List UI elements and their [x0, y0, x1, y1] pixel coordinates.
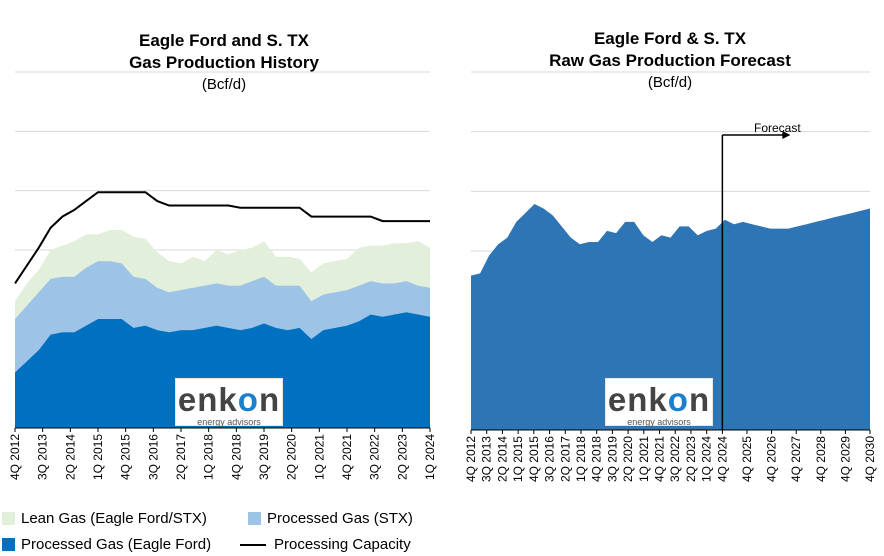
right-chart-title-line1: Eagle Ford & S. TX	[593, 29, 747, 48]
right-x-tick-label: 2Q 2020	[621, 436, 635, 482]
legend-capacity-label: Processing Capacity	[274, 536, 411, 553]
legend-processed-ef-label: Processed Gas (Eagle Ford)	[21, 536, 212, 553]
legend-processed-stx: Processed Gas (STX)	[248, 510, 413, 527]
right-x-tick-label: 4Q 2012	[464, 436, 478, 482]
right-chart-title-line2: Raw Gas Production Forecast	[549, 51, 791, 70]
right-x-tick-label: 4Q 2026	[765, 436, 779, 482]
legend-lean-gas-label: Lean Gas (Eagle Ford/STX)	[21, 510, 207, 527]
left-x-tick-label: 2Q 2023	[395, 434, 409, 480]
legend-capacity: Processing Capacity	[240, 536, 411, 553]
left-chart-subtitle: (Bcf/d)	[201, 76, 247, 93]
legend-processed-ef: Processed Gas (Eagle Ford)	[2, 536, 211, 553]
left-x-tick-label: 4Q 2015	[119, 434, 133, 480]
left-x-tick-label: 3Q 2019	[257, 434, 271, 480]
forecast-arrow-head	[782, 131, 791, 139]
raw-gas-production-area	[471, 204, 870, 430]
right-x-tick-label: 1Q 2024	[700, 436, 714, 482]
lean-gas-area	[15, 230, 430, 319]
processed-ef-swatch	[2, 538, 15, 551]
left-x-tick-label: 1Q 2015	[91, 434, 105, 480]
processed-stx-area	[15, 261, 430, 373]
left-x-tick-label: 2Q 2014	[63, 434, 77, 480]
right-x-tick-label: 4Q 2027	[789, 436, 803, 482]
right-x-tick-label: 1Q 2021	[637, 436, 651, 482]
right-x-tick-label: 1Q 2015	[511, 436, 525, 482]
right-x-tick-label: 1Q 2018	[574, 436, 588, 482]
forecast-label: Forecast	[754, 121, 801, 135]
left-x-tick-label: 1Q 2021	[312, 434, 326, 480]
right-chart-subtitle: (Bcf/d)	[647, 74, 693, 91]
left-x-tick-label: 1Q 2018	[202, 434, 216, 480]
right-x-tick-label: 4Q 2029	[838, 436, 852, 482]
left-x-tick-label: 4Q 2012	[8, 434, 22, 480]
processed-ef-area	[15, 312, 430, 428]
left-x-tick-label: 2Q 2020	[285, 434, 299, 480]
legend-processed-stx-label: Processed Gas (STX)	[267, 510, 413, 527]
legend-lean-gas: Lean Gas (Eagle Ford/STX)	[2, 510, 207, 527]
right-x-tick-label: 3Q 2022	[668, 436, 682, 482]
right-x-tick-label: 4Q 2025	[740, 436, 754, 482]
left-x-tick-label: 4Q 2018	[229, 434, 243, 480]
right-x-tick-label: 4Q 2028	[814, 436, 828, 482]
left-x-tick-label: 3Q 2022	[368, 434, 382, 480]
left-x-tick-label: 3Q 2016	[146, 434, 160, 480]
left-chart-title-line1: Eagle Ford and S. TX	[138, 31, 310, 50]
right-x-tick-label: 4Q 2030	[863, 436, 877, 482]
processing-capacity-line	[14, 191, 430, 284]
right-x-tick-label: 4Q 2021	[653, 436, 667, 482]
right-x-tick-label: 2Q 2014	[495, 436, 509, 482]
left-chart-title-line2: Gas Production History	[129, 53, 319, 72]
right-x-tick-label: 3Q 2013	[480, 436, 494, 482]
right-x-tick-label: 2Q 2023	[684, 436, 698, 482]
left-x-tick-label: 1Q 2024	[423, 434, 437, 480]
capacity-line-swatch	[240, 543, 266, 546]
right-x-tick-label: 4Q 2018	[590, 436, 604, 482]
processed-stx-swatch	[248, 512, 261, 525]
right-x-tick-label: 2Q 2017	[558, 436, 572, 482]
right-x-tick-label: 3Q 2016	[543, 436, 557, 482]
lean-gas-swatch	[2, 512, 15, 525]
right-x-tick-label: 4Q 2015	[527, 436, 541, 482]
right-x-tick-label: 4Q 2024	[715, 436, 729, 482]
left-x-tick-label: 4Q 2021	[340, 434, 354, 480]
right-x-tick-label: 3Q 2019	[605, 436, 619, 482]
left-x-tick-label: 3Q 2013	[36, 434, 50, 480]
left-x-tick-label: 2Q 2017	[174, 434, 188, 480]
enkon-logo-left: enkon energy advisors	[175, 378, 283, 427]
enkon-logo-right: enkon energy advisors	[605, 378, 713, 427]
